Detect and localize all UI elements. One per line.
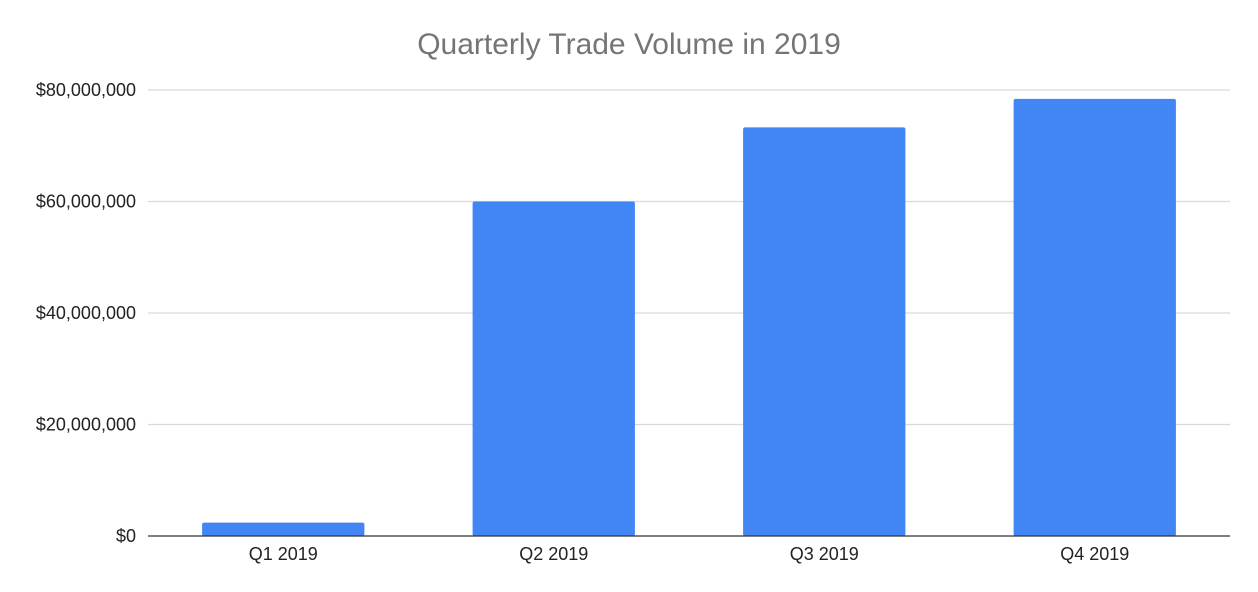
bars [202,98,1176,537]
y-tick-label: $20,000,000 [36,415,136,435]
x-tick-label: Q1 2019 [249,544,318,564]
x-axis-tick-labels: Q1 2019 Q2 2019 Q3 2019 Q4 2019 [249,544,1130,564]
x-tick-label: Q2 2019 [519,544,588,564]
x-tick-label: Q3 2019 [790,544,859,564]
y-tick-label: $40,000,000 [36,303,136,323]
y-tick-label: $60,000,000 [36,192,136,212]
bar [472,201,635,536]
chart-title: Quarterly Trade Volume in 2019 [417,28,841,61]
x-tick-label: Q4 2019 [1060,544,1129,564]
y-tick-label: $80,000,000 [36,80,136,100]
bar [202,522,365,536]
y-tick-label: $0 [116,526,136,546]
bar [743,127,906,536]
y-axis-tick-labels: $0 $20,000,000 $40,000,000 $60,000,000 $80,0… [36,80,136,546]
bar [1013,98,1176,537]
